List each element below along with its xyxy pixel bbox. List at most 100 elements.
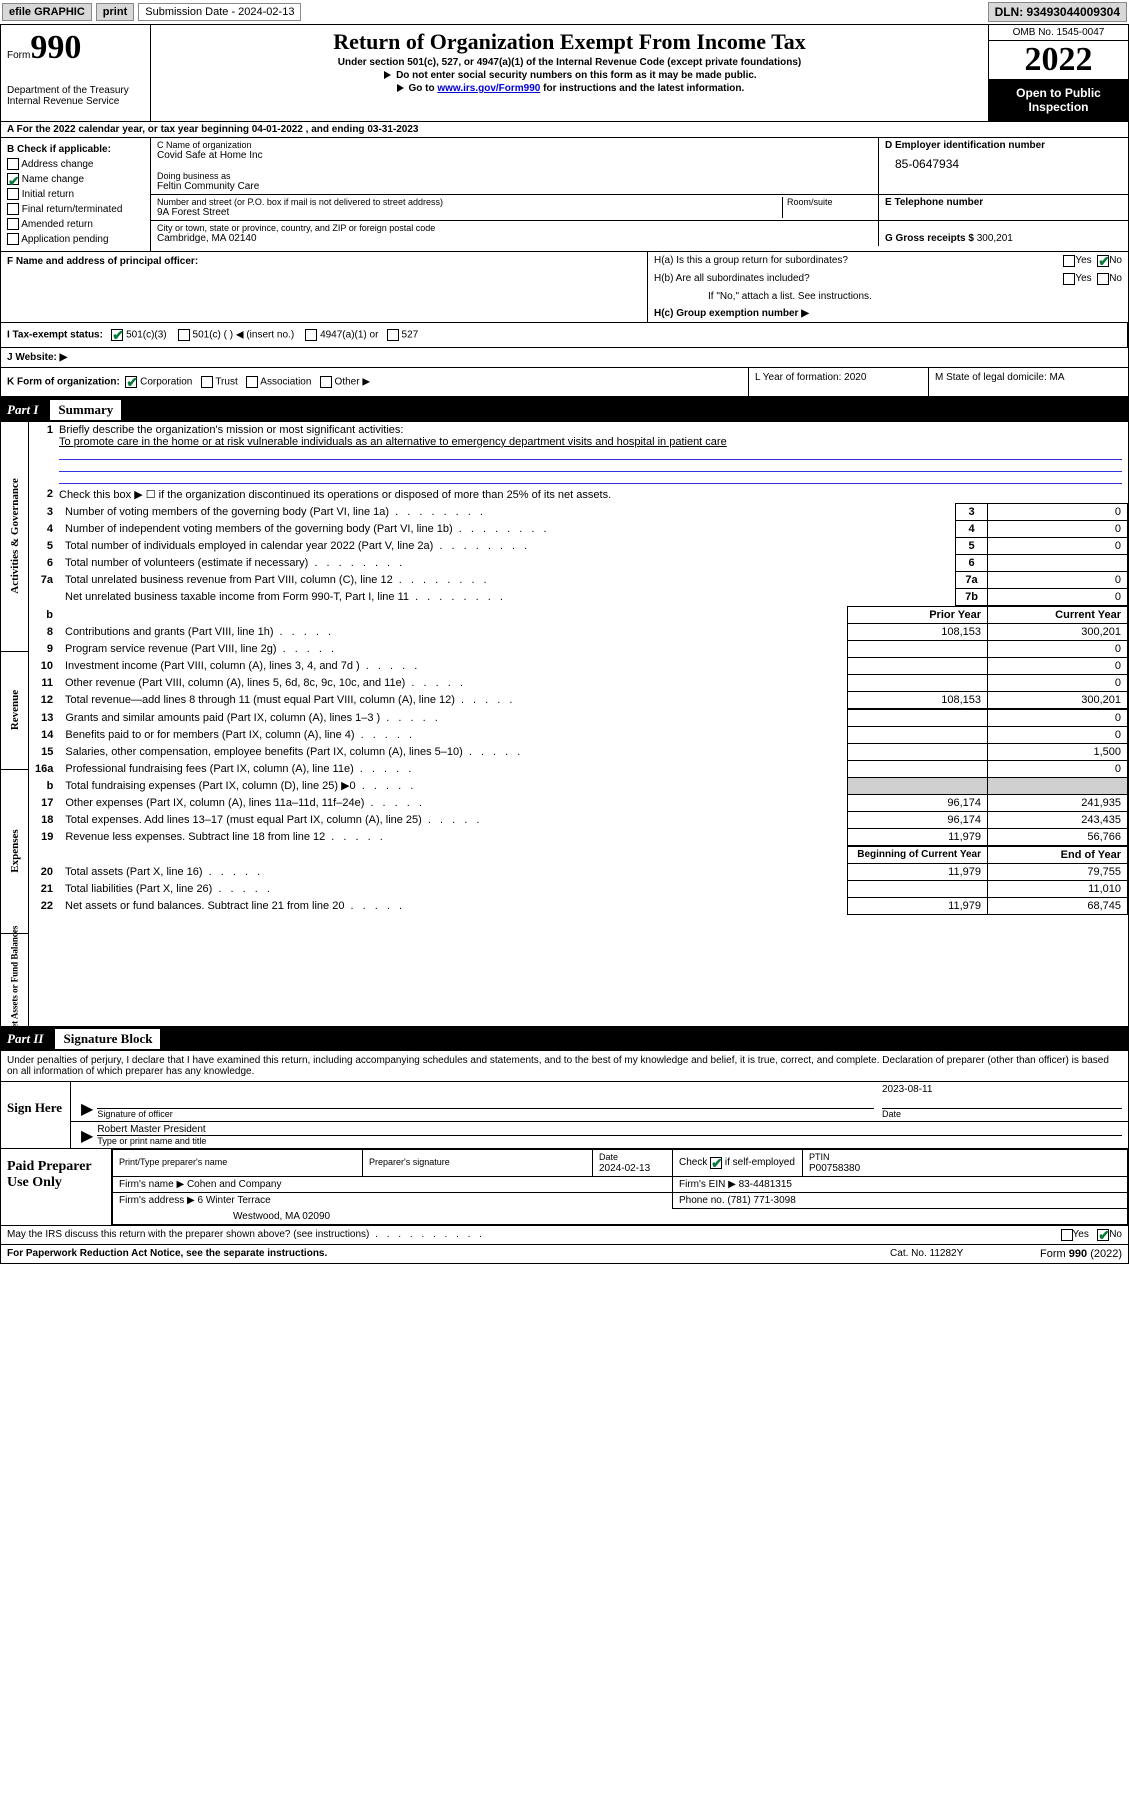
sign-here-label: Sign Here [1,1082,71,1148]
row-i: I Tax-exempt status: 501(c)(3) 501(c) ( … [1,323,1128,348]
prep-date-label: Date [599,1152,618,1162]
dba-name: Feltin Community Care [157,181,872,192]
col-b-heading: B Check if applicable: [7,142,144,157]
tax-exempt-status: I Tax-exempt status: 501(c)(3) 501(c) ( … [1,323,1128,347]
table-row: 15 Salaries, other compensation, employe… [29,743,1128,760]
table-row: 18 Total expenses. Add lines 13–17 (must… [29,811,1128,828]
table-row: b Total fundraising expenses (Part IX, c… [29,777,1128,794]
rot-netassets: Net Assets or Fund Balances [10,925,19,1034]
h-b-row: H(b) Are all subordinates included? Yes … [648,270,1128,288]
i-label: I Tax-exempt status: [7,329,103,340]
city-label: City or town, state or province, country… [157,223,872,233]
col-d-phone: E Telephone number [878,195,1128,220]
prep-date-value: 2024-02-13 [599,1163,650,1174]
firm-addr-label: Firm's address ▶ [119,1195,195,1206]
org-name: Covid Safe at Home Inc [157,150,872,161]
table-row: 8 Contributions and grants (Part VIII, l… [29,623,1128,640]
open-inspection: Open to Public Inspection [989,80,1128,121]
row-klm: K Form of organization: Corporation Trus… [1,368,1128,398]
form-title: Return of Organization Exempt From Incom… [159,29,980,55]
colb-checkbox[interactable] [7,218,19,230]
page-footer: For Paperwork Reduction Act Notice, see … [1,1245,1128,1263]
ein-label: D Employer identification number [885,140,1122,151]
corp-checkbox[interactable] [125,376,137,388]
officer-name-label: Type or print name and title [97,1136,1122,1146]
sig-date-label: Date [882,1109,1122,1119]
col-d-gross: G Gross receipts $ 300,201 [878,221,1128,246]
line1-label: Briefly describe the organization's miss… [59,424,403,436]
ein-value: 85-0647934 [885,151,1122,171]
ha-label: H(a) Is this a group return for subordin… [654,255,1063,266]
dba-label: Doing business as [157,171,872,181]
omb-number: OMB No. 1545-0047 [989,25,1128,41]
gross-value: 300,201 [977,233,1013,244]
discuss-row: May the IRS discuss this return with the… [1,1226,1128,1245]
other-checkbox[interactable] [320,376,332,388]
summary-line: Net unrelated business taxable income fr… [29,588,1128,605]
colb-checkbox[interactable] [7,233,19,245]
netassets-table: Beginning of Current Year End of Year 20… [29,846,1128,915]
city-value: Cambridge, MA 02140 [157,233,872,244]
ha-no-checkbox[interactable] [1097,255,1109,267]
rot-revenue: Revenue [9,690,21,730]
501c3-checkbox[interactable] [111,329,123,341]
print-button[interactable]: print [96,3,134,21]
assoc-checkbox[interactable] [246,376,258,388]
check-self: Check if self-employed [679,1157,795,1168]
end-year-hdr: End of Year [988,846,1128,863]
colb-checkbox[interactable] [7,158,19,170]
colb-item: Address change [7,157,144,172]
firm-phone-label: Phone no. [679,1195,725,1206]
table-row: 13 Grants and similar amounts paid (Part… [29,709,1128,726]
gross-label: G Gross receipts $ [885,233,974,244]
sign-here-block: Sign Here 2023-08-11 ▶ Signature of offi… [1,1082,1128,1149]
part-i-num: Part I [7,402,46,418]
ha-yes-checkbox[interactable] [1063,255,1075,267]
part-i-content: 1 Briefly describe the organization's mi… [29,422,1128,1026]
501c-checkbox[interactable] [178,329,190,341]
table-row: 22 Net assets or fund balances. Subtract… [29,897,1128,914]
discuss-yes-checkbox[interactable] [1061,1229,1073,1241]
table-row: 10 Investment income (Part VIII, column … [29,657,1128,674]
ptin-label: PTIN [809,1152,830,1162]
rot-activities: Activities & Governance [9,479,21,594]
top-toolbar: efile GRAPHIC print Submission Date - 20… [0,0,1129,24]
sign-here-right: 2023-08-11 ▶ Signature of officer Date ▶… [71,1082,1128,1148]
table-row: 9 Program service revenue (Part VIII, li… [29,640,1128,657]
colb-checkbox[interactable] [7,188,19,200]
lines-3-7: 3 Number of voting members of the govern… [29,503,1128,606]
ptin-value: P00758380 [809,1163,860,1174]
header-right: OMB No. 1545-0047 2022 Open to Public In… [988,25,1128,121]
527-checkbox[interactable] [387,329,399,341]
row-fgh: F Name and address of principal officer:… [1,252,1128,323]
firm-city: Westwood, MA 02090 [233,1211,330,1222]
hb-label: H(b) Are all subordinates included? [654,273,1063,284]
paperwork-notice: For Paperwork Reduction Act Notice, see … [7,1248,890,1259]
sig-date-value: 2023-08-11 [882,1084,1122,1095]
trust-checkbox[interactable] [201,376,213,388]
discuss-no-checkbox[interactable] [1097,1229,1109,1241]
irs-link[interactable]: www.irs.gov/Form990 [437,83,540,94]
k-label: K Form of organization: [7,376,120,387]
self-employed-checkbox[interactable] [710,1157,722,1169]
subtitle-2: Do not enter social security numbers on … [159,70,980,81]
summary-line: 7a Total unrelated business revenue from… [29,571,1128,588]
hb-no-checkbox[interactable] [1097,273,1109,285]
submission-date: Submission Date - 2024-02-13 [138,3,301,21]
table-row: 11 Other revenue (Part VIII, column (A),… [29,674,1128,691]
colb-checkbox[interactable] [7,203,19,215]
firm-name-label: Firm's name ▶ [119,1179,184,1190]
hb-yes-checkbox[interactable] [1063,273,1075,285]
form-990-page: Form990 Department of the Treasury Inter… [0,24,1129,1264]
col-f-officer: F Name and address of principal officer: [1,252,648,322]
part-i-body: Activities & Governance Revenue Expenses… [1,422,1128,1027]
cat-no: Cat. No. 11282Y [890,1248,1040,1259]
officer-name: Robert Master President [97,1124,1122,1135]
4947-checkbox[interactable] [305,329,317,341]
colb-item: Name change [7,172,144,187]
col-l-year: L Year of formation: 2020 [748,368,928,396]
table-row: 17 Other expenses (Part IX, column (A), … [29,794,1128,811]
h-b-note: If "No," attach a list. See instructions… [648,288,1128,305]
mission-text: To promote care in the home or at risk v… [59,436,727,448]
colb-checkbox[interactable] [7,173,19,185]
